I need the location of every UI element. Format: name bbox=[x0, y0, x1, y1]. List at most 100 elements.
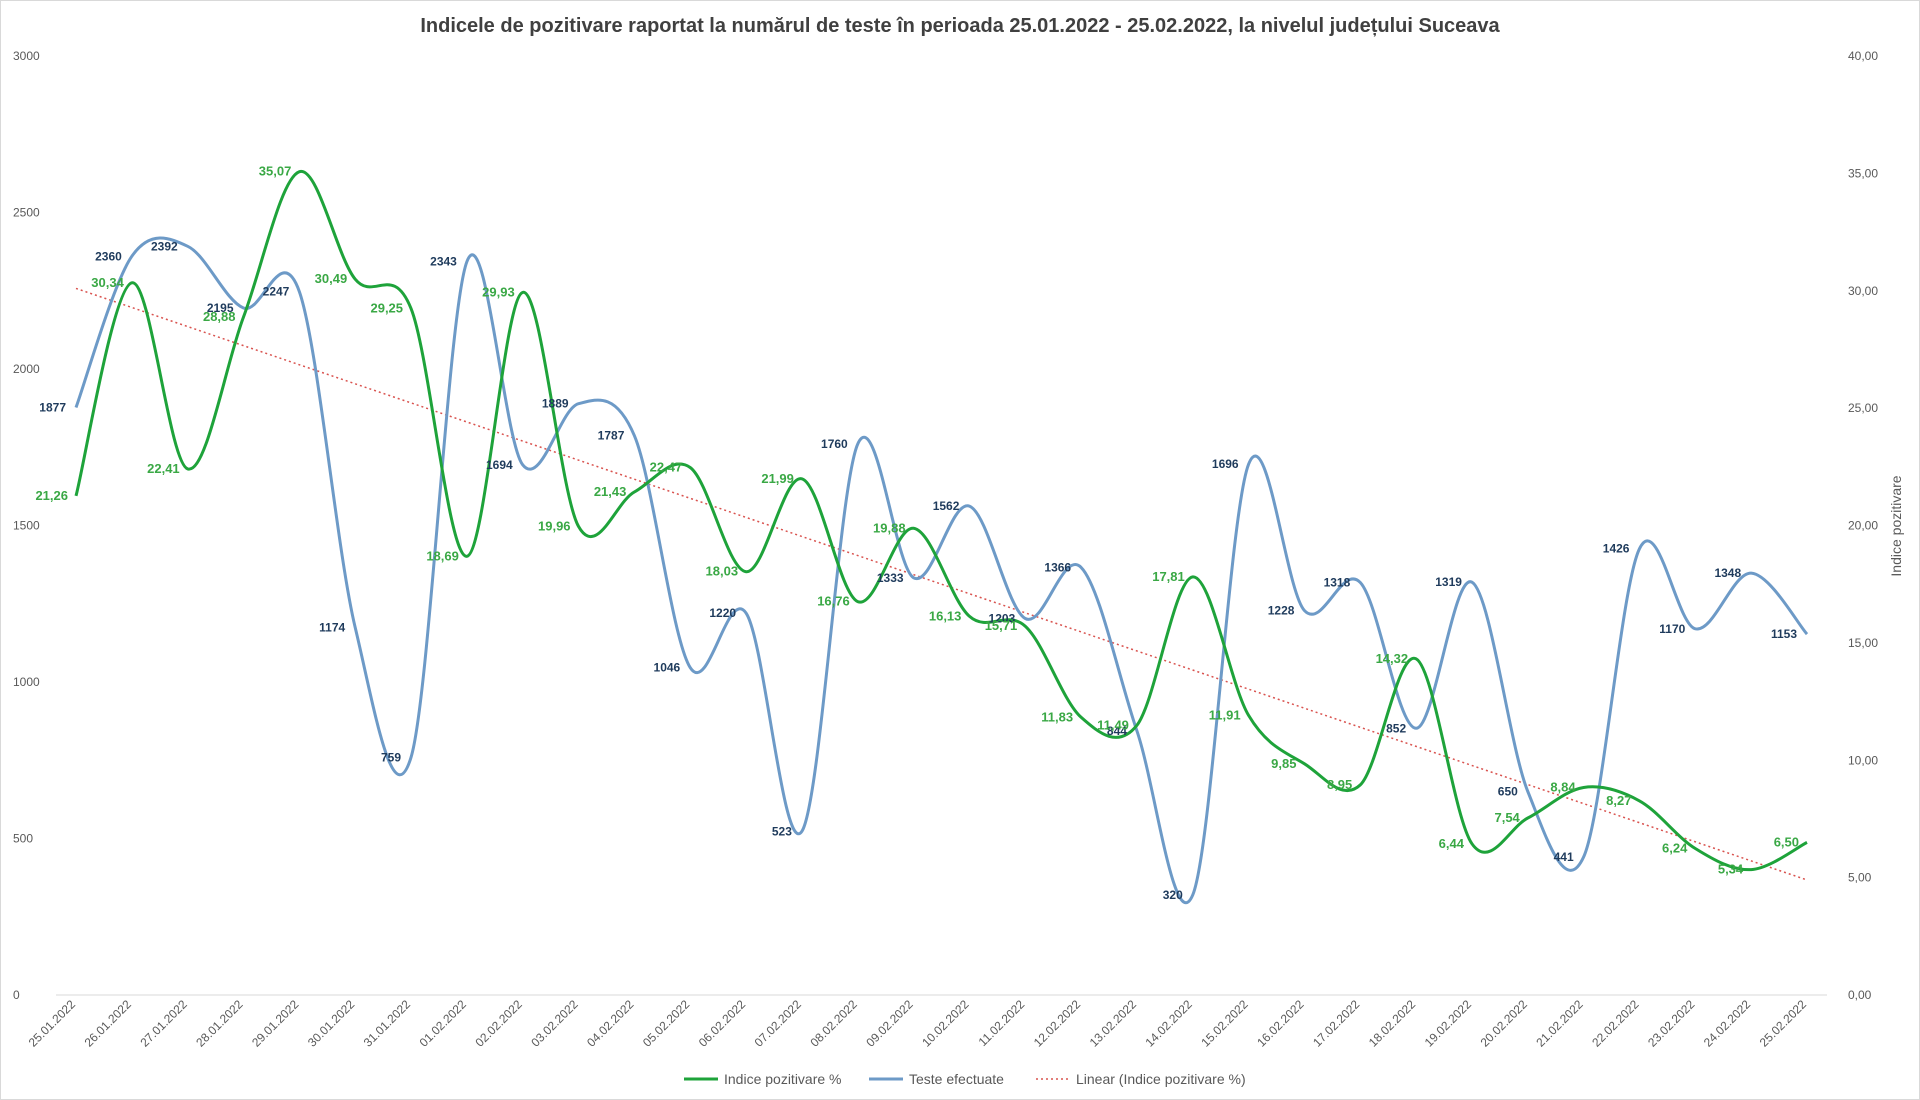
data-label-teste: 1426 bbox=[1603, 542, 1630, 556]
data-label-teste: 844 bbox=[1107, 724, 1127, 738]
legend: Indice pozitivare % Teste efectuate Linear… bbox=[684, 1071, 1246, 1087]
data-label-indice: 22,41 bbox=[147, 461, 180, 476]
data-label-teste: 1046 bbox=[654, 661, 681, 675]
x-tick-label: 26.01.2022 bbox=[82, 997, 135, 1050]
x-tick-label: 17.02.2022 bbox=[1310, 997, 1363, 1050]
x-tick-label: 25.01.2022 bbox=[26, 997, 79, 1050]
data-label-indice: 21,43 bbox=[594, 484, 627, 499]
trend-layer bbox=[75, 287, 1808, 881]
x-tick-label: 02.02.2022 bbox=[472, 997, 525, 1050]
data-label-teste: 1153 bbox=[1771, 627, 1797, 641]
data-label-indice: 21,99 bbox=[761, 471, 794, 486]
y-left-tick-label: 2000 bbox=[13, 362, 40, 376]
data-label-indice: 8,95 bbox=[1327, 777, 1352, 792]
x-tick-label: 15.02.2022 bbox=[1198, 997, 1251, 1050]
data-label-indice: 29,93 bbox=[482, 284, 515, 299]
data-label-indice: 18,69 bbox=[426, 548, 459, 563]
data-label-indice: 6,24 bbox=[1662, 841, 1688, 856]
x-tick-label: 20.02.2022 bbox=[1478, 997, 1531, 1050]
legend-label: Indice pozitivare % bbox=[724, 1071, 842, 1087]
data-label-indice: 16,13 bbox=[929, 608, 962, 623]
x-tick-label: 06.02.2022 bbox=[696, 997, 749, 1050]
data-label-teste: 759 bbox=[381, 750, 401, 764]
data-label-indice: 11,83 bbox=[1041, 709, 1073, 724]
x-tick-label: 09.02.2022 bbox=[863, 997, 916, 1050]
x-tick-label: 08.02.2022 bbox=[807, 997, 860, 1050]
x-tick-label: 22.02.2022 bbox=[1589, 997, 1642, 1050]
data-label-indice: 35,07 bbox=[259, 164, 292, 179]
data-label-teste: 1174 bbox=[319, 621, 345, 635]
y-left-tick-label: 1000 bbox=[13, 675, 40, 689]
y-right-tick-label: 15,00 bbox=[1848, 636, 1878, 650]
y-left-tick-label: 0 bbox=[13, 988, 20, 1002]
data-label-teste: 1787 bbox=[598, 429, 625, 443]
x-tick-label: 29.01.2022 bbox=[249, 997, 302, 1050]
data-label-indice: 16,76 bbox=[817, 594, 850, 609]
legend-label: Teste efectuate bbox=[909, 1071, 1004, 1087]
data-label-teste: 1889 bbox=[542, 397, 569, 411]
y-right-tick-label: 35,00 bbox=[1848, 166, 1878, 180]
data-label-indice: 7,54 bbox=[1494, 810, 1520, 825]
legend-label: Linear (Indice pozitivare %) bbox=[1076, 1071, 1246, 1087]
data-label-indice: 6,50 bbox=[1774, 834, 1799, 849]
x-tick-label: 07.02.2022 bbox=[752, 997, 805, 1050]
data-label-indice: 11,91 bbox=[1209, 707, 1241, 722]
y-right-axis-title: Indice pozitivare bbox=[1888, 475, 1904, 576]
data-label-teste: 1318 bbox=[1324, 575, 1351, 589]
data-label-teste: 1333 bbox=[877, 571, 904, 585]
x-tick-label: 04.02.2022 bbox=[584, 997, 637, 1050]
x-tick-label: 16.02.2022 bbox=[1254, 997, 1307, 1050]
y-right-tick-label: 20,00 bbox=[1848, 519, 1878, 533]
data-label-teste: 650 bbox=[1498, 785, 1518, 799]
data-label-teste: 320 bbox=[1163, 888, 1183, 902]
legend-item: Teste efectuate bbox=[869, 1071, 1004, 1087]
y-right-tick-label: 0,00 bbox=[1848, 988, 1872, 1002]
x-tick-label: 10.02.2022 bbox=[919, 997, 972, 1050]
data-label-teste: 1228 bbox=[1268, 604, 1295, 618]
trend-line bbox=[75, 287, 1808, 881]
data-label-teste: 1203 bbox=[989, 611, 1016, 625]
x-tick-label: 01.02.2022 bbox=[417, 997, 470, 1050]
data-label-indice: 19,88 bbox=[873, 520, 906, 535]
data-label-indice: 11,49 bbox=[1097, 717, 1129, 732]
x-tick-label: 19.02.2022 bbox=[1422, 997, 1475, 1050]
data-label-teste: 441 bbox=[1554, 850, 1574, 864]
x-tick-label: 14.02.2022 bbox=[1143, 997, 1196, 1050]
y-right-tick-label: 30,00 bbox=[1848, 284, 1878, 298]
legend-item: Indice pozitivare % bbox=[684, 1071, 842, 1087]
data-label-indice: 8,27 bbox=[1606, 793, 1631, 808]
x-tick-label: 30.01.2022 bbox=[305, 997, 358, 1050]
series-line-teste-efectuate bbox=[74, 236, 1809, 905]
chart-title: Indicele de pozitivare raportat la număr… bbox=[420, 15, 1500, 37]
x-tick-label: 18.02.2022 bbox=[1366, 997, 1419, 1050]
y-right-tick-label: 40,00 bbox=[1848, 49, 1878, 63]
data-label-indice: 29,25 bbox=[370, 300, 403, 315]
data-label-teste: 1696 bbox=[1212, 457, 1239, 471]
x-tick-label: 31.01.2022 bbox=[361, 997, 414, 1050]
data-label-indice: 6,44 bbox=[1439, 836, 1465, 851]
data-label-indice: 14,32 bbox=[1376, 651, 1409, 666]
data-label-teste: 2392 bbox=[151, 239, 178, 253]
x-tick-label: 05.02.2022 bbox=[640, 997, 693, 1050]
y-left-tick-label: 1500 bbox=[13, 519, 40, 533]
data-label-indice: 21,26 bbox=[35, 488, 68, 503]
x-tick-label: 21.02.2022 bbox=[1533, 997, 1586, 1050]
data-label-indice: 5,34 bbox=[1718, 862, 1744, 877]
data-label-indice: 19,96 bbox=[538, 518, 571, 533]
data-label-teste: 1170 bbox=[1659, 622, 1685, 636]
y-left-tick-label: 3000 bbox=[13, 49, 40, 63]
x-tick-label: 24.02.2022 bbox=[1701, 997, 1754, 1050]
data-label-teste: 1366 bbox=[1044, 560, 1071, 574]
data-label-teste: 1348 bbox=[1714, 566, 1741, 580]
y-left-tick-label: 2500 bbox=[13, 206, 40, 220]
data-label-teste: 1319 bbox=[1435, 575, 1462, 589]
x-tick-label: 03.02.2022 bbox=[528, 997, 581, 1050]
data-label-indice: 22,47 bbox=[650, 460, 683, 475]
data-label-teste: 1220 bbox=[709, 606, 736, 620]
data-label-indice: 15,71 bbox=[985, 618, 1018, 633]
series-line-indice-pozitivare bbox=[74, 170, 1808, 872]
x-tick-label: 11.02.2022 bbox=[976, 997, 1028, 1049]
data-label-indice: 30,49 bbox=[315, 271, 348, 286]
